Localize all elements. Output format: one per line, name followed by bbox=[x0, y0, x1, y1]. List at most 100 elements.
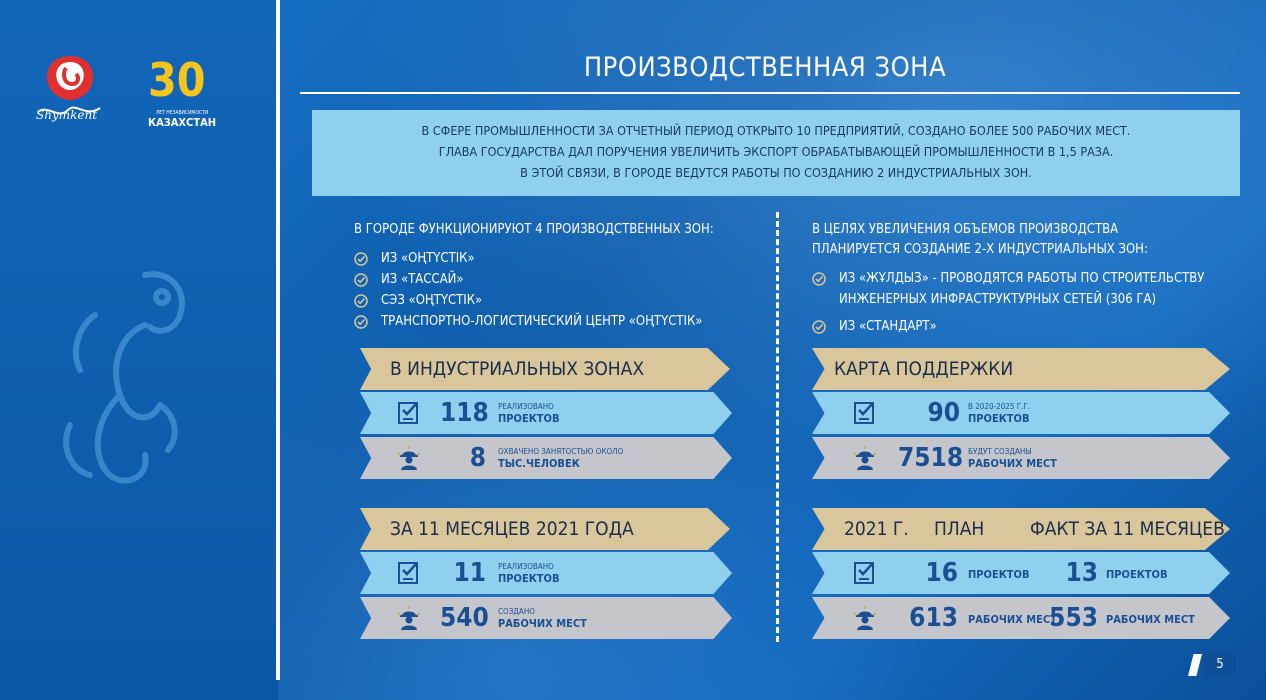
stat-label-small: РЕАЛИЗОВАНО bbox=[498, 402, 554, 411]
stat-value: 7518 bbox=[898, 443, 964, 473]
checklist-icon bbox=[854, 402, 874, 424]
check-circle-icon bbox=[812, 320, 826, 334]
industrial-zones-header: В ИНДУСТРИАЛЬНЫХ ЗОНАХ bbox=[360, 348, 730, 390]
stat-row: 613 РАБОЧИХ МЕСТ 553 РАБОЧИХ МЕСТ bbox=[812, 597, 1230, 639]
right-bullet-list: ИЗ «ЖҰЛДЫЗ» - ПРОВОДЯТСЯ РАБОТЫ ПО СТРОИ… bbox=[812, 268, 1242, 337]
plan-fact-header: 2021 Г. ПЛАН ФАКТ ЗА 11 МЕСЯЦЕВ bbox=[812, 508, 1230, 550]
worker-icon bbox=[397, 606, 421, 630]
list-item-label: ИЗ «ТАССАЙ» bbox=[381, 272, 464, 287]
page-number-stripe bbox=[1188, 654, 1202, 676]
stat-value: 11 bbox=[453, 558, 486, 588]
stat-label-small: СОЗДАНО bbox=[498, 607, 535, 616]
list-item-label: ИЗ «ЖҰЛДЫЗ» - ПРОВОДЯТСЯ РАБОТЫ ПО СТРОИ… bbox=[839, 271, 1205, 286]
checklist-icon bbox=[398, 562, 418, 584]
stat-row: 7518 БУДУТ СОЗДАНЫ РАБОЧИХ МЕСТ bbox=[812, 437, 1230, 479]
intro-line: ГЛАВА ГОСУДАРСТВА ДАЛ ПОРУЧЕНИЯ УВЕЛИЧИТ… bbox=[438, 144, 1114, 159]
list-item: ИЗ «ОҢТҮСТІК» bbox=[354, 248, 764, 269]
list-item: СЭЗ «ОҢТҮСТІК» bbox=[354, 290, 764, 311]
fact-value: 553 bbox=[1049, 603, 1098, 633]
list-item-label: ТРАНСПОРТНО-ЛОГИСТИЧЕСКИЙ ЦЕНТР «ОҢТҮСТІ… bbox=[381, 314, 703, 329]
plan-fact-year: 2021 Г. bbox=[844, 518, 909, 540]
stat-row: 8 ОХВАЧЕНО ЗАНЯТОСТЬЮ ОКОЛО ТЫС.ЧЕЛОВЕК bbox=[360, 437, 732, 479]
left-heading: В ГОРОДЕ ФУНКЦИОНИРУЮТ 4 ПРОИЗВОДСТВЕННЫ… bbox=[354, 220, 764, 240]
left-heading-text: В ГОРОДЕ ФУНКЦИОНИРУЮТ 4 ПРОИЗВОДСТВЕННЫ… bbox=[354, 222, 714, 237]
list-item-label: ИЗ «СТАНДАРТ» bbox=[839, 319, 937, 334]
stat-label-main: РАБОЧИХ МЕСТ bbox=[498, 617, 587, 630]
snow-leopard-mascot-icon bbox=[50, 255, 200, 495]
check-circle-icon bbox=[354, 294, 368, 308]
fact-label: РАБОЧИХ МЕСТ bbox=[1106, 613, 1195, 626]
right-heading-line: В ЦЕЛЯХ УВЕЛИЧЕНИЯ ОБЪЕМОВ ПРОИЗВОДСТВА bbox=[812, 222, 1119, 237]
plan-label: ПРОЕКТОВ bbox=[968, 568, 1030, 581]
stat-value: 118 bbox=[440, 398, 489, 428]
stat-label: РЕАЛИЗОВАНО ПРОЕКТОВ bbox=[498, 402, 560, 425]
stat-row: 540 СОЗДАНО РАБОЧИХ МЕСТ bbox=[360, 597, 732, 639]
stat-row: 11 РЕАЛИЗОВАНО ПРОЕКТОВ bbox=[360, 552, 732, 594]
list-item-label: ИНЖЕНЕРНЫХ ИНФРАСТРУКТУРНЫХ СЕТЕЙ (306 Г… bbox=[839, 292, 1157, 307]
shymkent-logo: Shymkent bbox=[30, 50, 110, 130]
stat-label: БУДУТ СОЗДАНЫ РАБОЧИХ МЕСТ bbox=[968, 447, 1057, 470]
stat-label-main: РАБОЧИХ МЕСТ bbox=[968, 457, 1057, 470]
anniversary-caption: ЛЕТ НЕЗАВИСИМОСТИ bbox=[155, 110, 209, 116]
fact-value: 13 bbox=[1065, 558, 1098, 588]
shymkent-logo-text: Shymkent bbox=[36, 108, 98, 122]
vertical-divider bbox=[276, 0, 280, 680]
stat-label: ОХВАЧЕНО ЗАНЯТОСТЬЮ ОКОЛО ТЫС.ЧЕЛОВЕК bbox=[498, 447, 623, 470]
stat-row: 16 ПРОЕКТОВ 13 ПРОЕКТОВ bbox=[812, 552, 1230, 594]
eleven-months-header: ЗА 11 МЕСЯЦЕВ 2021 ГОДА bbox=[360, 508, 730, 550]
list-item-label: ИЗ «ОҢТҮСТІК» bbox=[381, 251, 475, 266]
list-item: ТРАНСПОРТНО-ЛОГИСТИЧЕСКИЙ ЦЕНТР «ОҢТҮСТІ… bbox=[354, 311, 764, 332]
check-circle-icon bbox=[354, 273, 368, 287]
worker-icon bbox=[853, 446, 877, 470]
stat-label-main: ПРОЕКТОВ bbox=[968, 412, 1030, 425]
stat-row: 90 В 2020-2025 Г.Г. ПРОЕКТОВ bbox=[812, 392, 1230, 434]
list-item: ИЗ «ТАССАЙ» bbox=[354, 269, 764, 290]
plan-label: РАБОЧИХ МЕСТ bbox=[968, 613, 1057, 626]
plan-column-label: ПЛАН bbox=[934, 518, 985, 540]
right-heading-line: ПЛАНИРУЕТСЯ СОЗДАНИЕ 2-Х ИНДУСТРИАЛЬНЫХ … bbox=[812, 242, 1148, 257]
stat-label-small: РЕАЛИЗОВАНО bbox=[498, 562, 554, 571]
plan-value: 613 bbox=[909, 603, 958, 633]
stat-label: В 2020-2025 Г.Г. ПРОЕКТОВ bbox=[968, 402, 1030, 425]
page-title: ПРОИЗВОДСТВЕННАЯ ЗОНА bbox=[583, 52, 947, 83]
intro-line: В СФЕРЕ ПРОМЫШЛЕННОСТИ ЗА ОТЧЕТНЫЙ ПЕРИО… bbox=[421, 123, 1131, 138]
stat-row: 118 РЕАЛИЗОВАНО ПРОЕКТОВ bbox=[360, 392, 732, 434]
check-circle-icon bbox=[354, 315, 368, 329]
check-circle-icon bbox=[354, 252, 368, 266]
list-item: ИЗ «СТАНДАРТ» bbox=[812, 316, 1242, 337]
stat-value: 8 bbox=[469, 443, 486, 473]
worker-icon bbox=[397, 446, 421, 470]
column-separator bbox=[776, 212, 779, 642]
page-number-badge: 5 bbox=[1188, 654, 1236, 676]
page-number: 5 bbox=[1204, 654, 1236, 676]
fact-label: ПРОЕКТОВ bbox=[1106, 568, 1168, 581]
stat-label-small: В 2020-2025 Г.Г. bbox=[968, 402, 1031, 411]
checklist-icon bbox=[398, 402, 418, 424]
business-support-map-header: КАРТА ПОДДЕРЖКИ ПРЕДПРИНИМАТЕЛЬСТВА bbox=[812, 348, 1230, 390]
checklist-icon bbox=[854, 562, 874, 584]
title-underline bbox=[300, 92, 1240, 94]
stat-value: 90 bbox=[927, 398, 960, 428]
fact-column-label: ФАКТ ЗА 11 МЕСЯЦЕВ bbox=[1030, 518, 1225, 540]
stat-label: СОЗДАНО РАБОЧИХ МЕСТ bbox=[498, 607, 587, 630]
stat-label-small: БУДУТ СОЗДАНЫ bbox=[968, 447, 1032, 456]
stat-label: РЕАЛИЗОВАНО ПРОЕКТОВ bbox=[498, 562, 560, 585]
intro-line: В ЭТОЙ СВЯЗИ, В ГОРОДЕ ВЕДУТСЯ РАБОТЫ ПО… bbox=[520, 165, 1032, 180]
stat-value: 540 bbox=[440, 603, 489, 633]
stat-label-main: ТЫС.ЧЕЛОВЕК bbox=[498, 457, 580, 470]
right-heading: В ЦЕЛЯХ УВЕЛИЧЕНИЯ ОБЪЕМОВ ПРОИЗВОДСТВА … bbox=[812, 220, 1232, 260]
list-item: ИЗ «ЖҰЛДЫЗ» - ПРОВОДЯТСЯ РАБОТЫ ПО СТРОИ… bbox=[812, 268, 1242, 310]
stat-label-main: ПРОЕКТОВ bbox=[498, 572, 560, 585]
stat-label-main: ПРОЕКТОВ bbox=[498, 412, 560, 425]
independence-30-logo: 30 ЛЕТ НЕЗАВИСИМОСТИ КАЗАХСТАН bbox=[146, 52, 218, 132]
stat-label-small: ОХВАЧЕНО ЗАНЯТОСТЬЮ ОКОЛО bbox=[498, 447, 624, 456]
intro-summary-box: В СФЕРЕ ПРОМЫШЛЕННОСТИ ЗА ОТЧЕТНЫЙ ПЕРИО… bbox=[312, 110, 1240, 196]
plan-value: 16 bbox=[925, 558, 958, 588]
anniversary-country: КАЗАХСТАН bbox=[147, 116, 217, 129]
anniversary-number: 30 bbox=[148, 53, 206, 107]
worker-icon bbox=[853, 606, 877, 630]
left-decor-panel bbox=[0, 0, 278, 700]
left-bullet-list: ИЗ «ОҢТҮСТІК» ИЗ «ТАССАЙ» СЭЗ «ОҢТҮСТІК»… bbox=[354, 248, 764, 332]
check-circle-icon bbox=[812, 272, 826, 286]
list-item-label: СЭЗ «ОҢТҮСТІК» bbox=[381, 293, 483, 308]
